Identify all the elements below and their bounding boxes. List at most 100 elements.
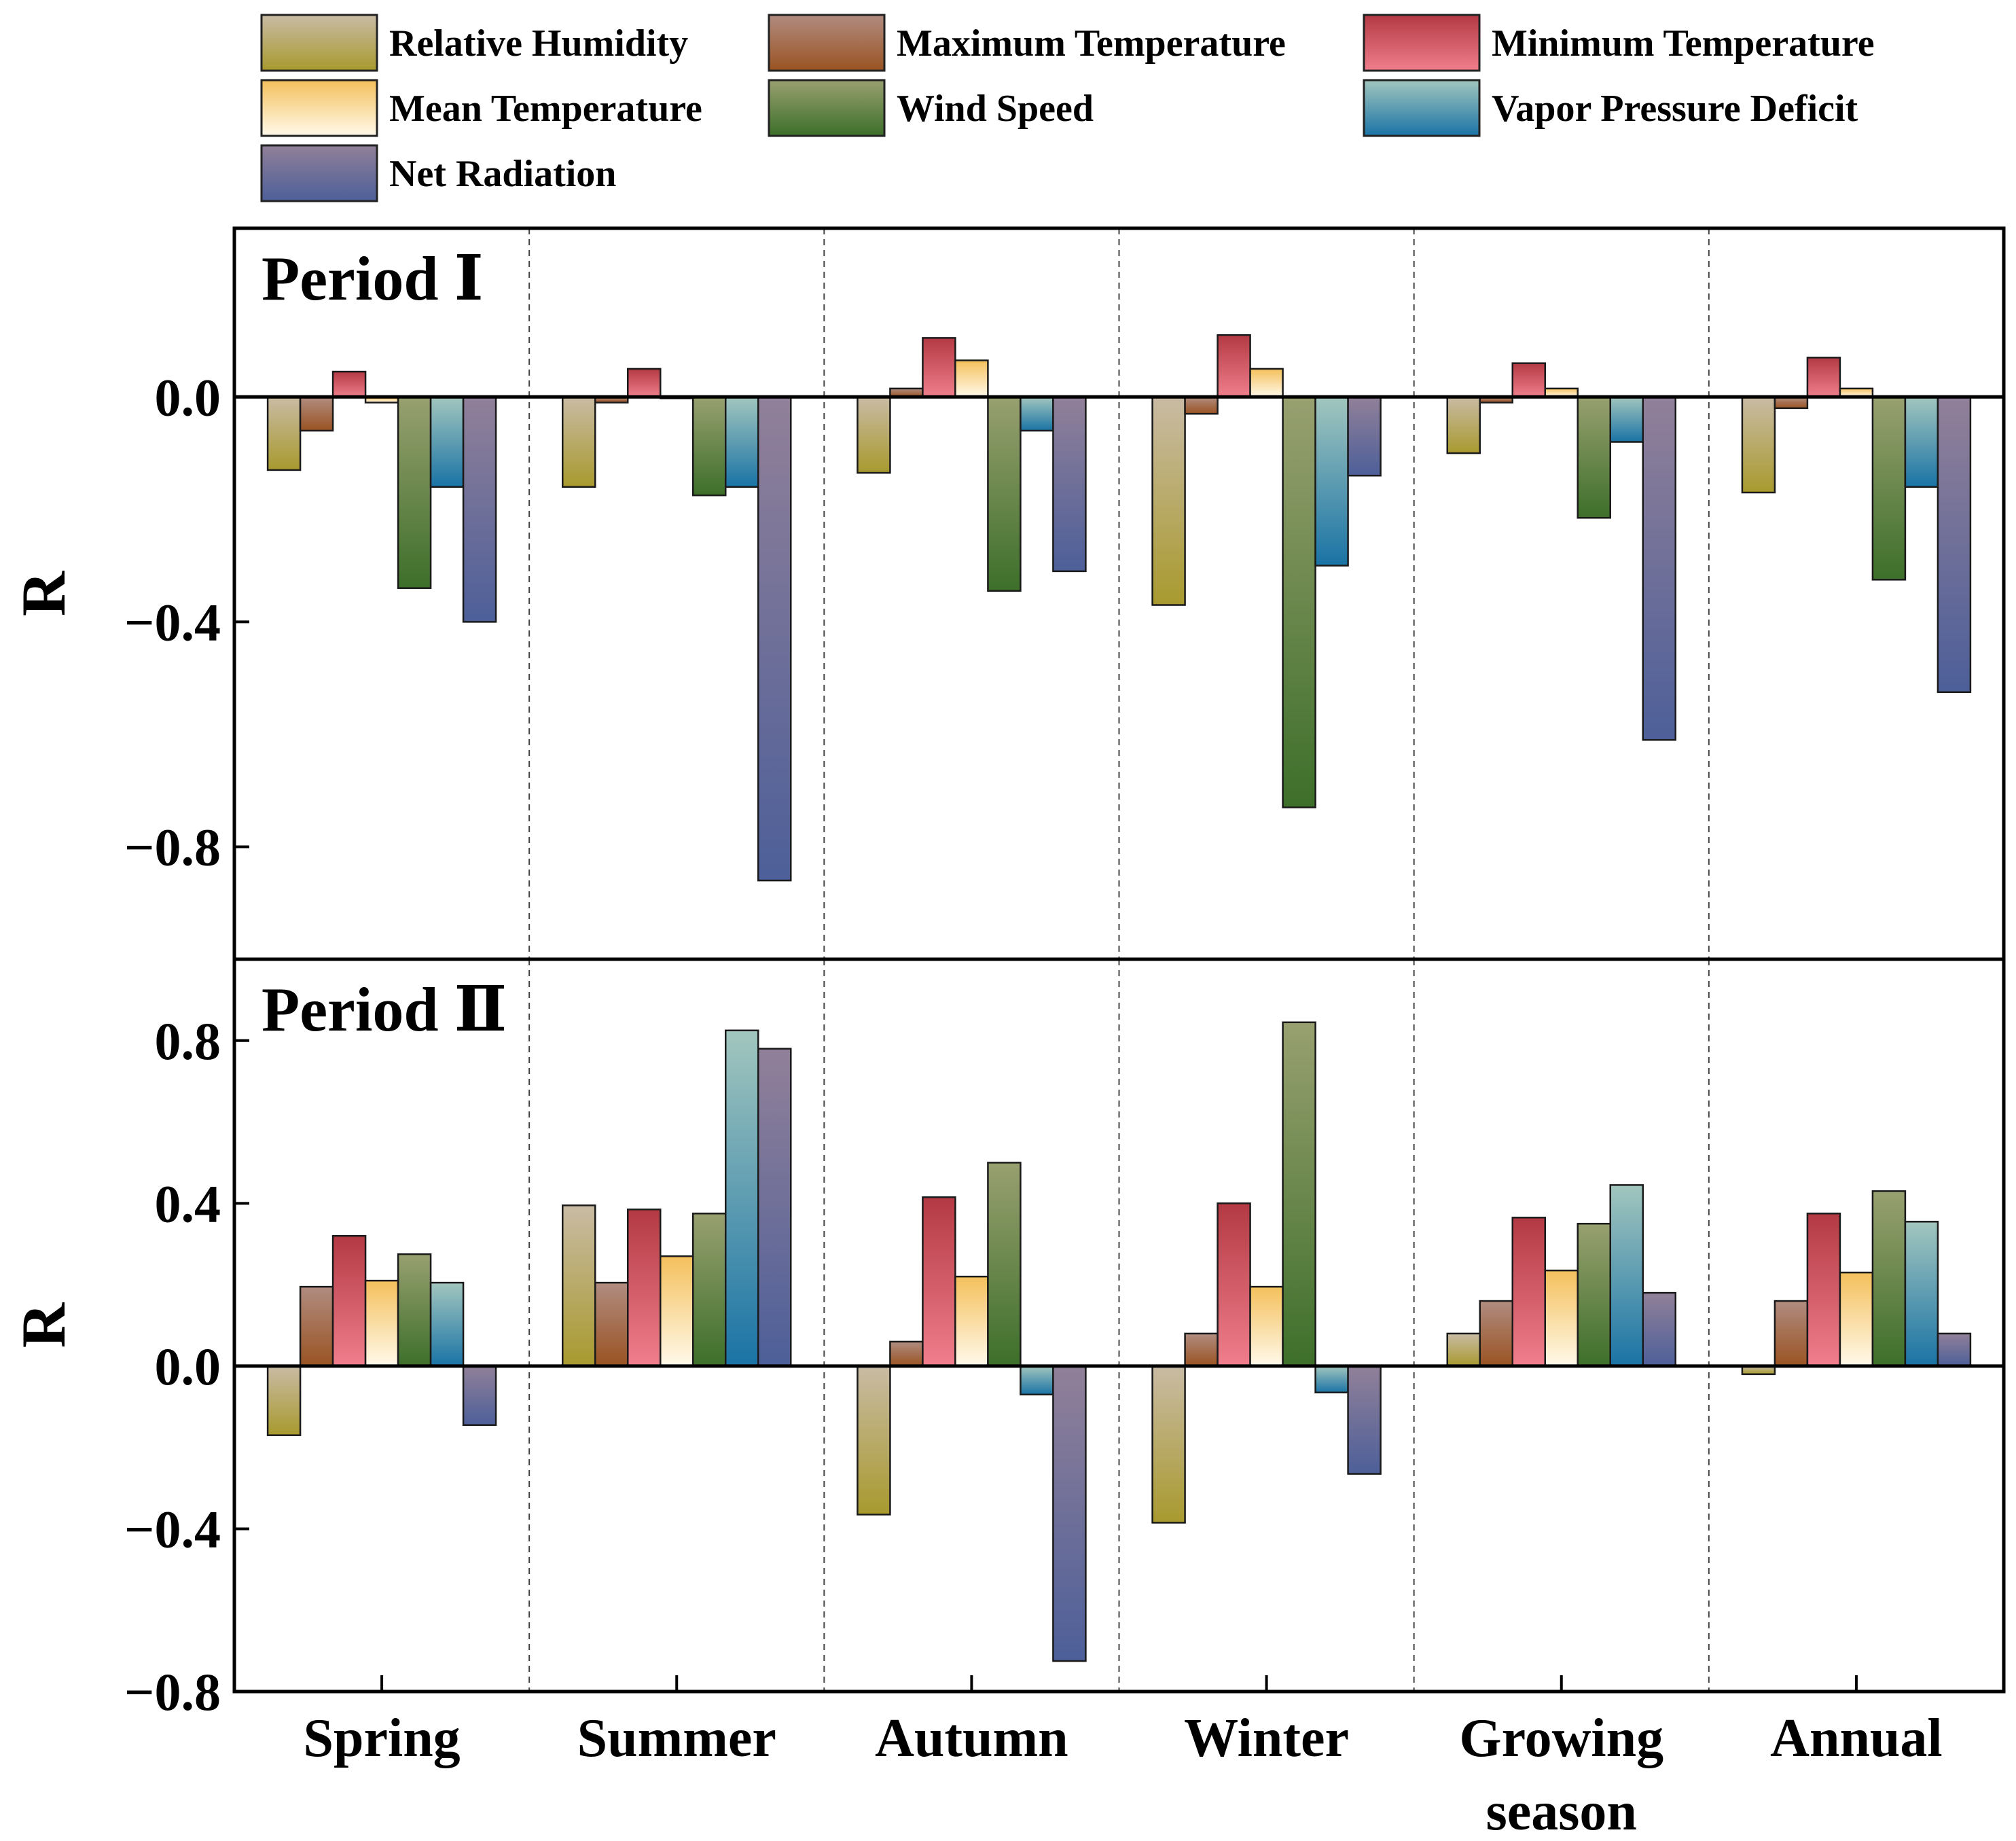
legend-swatch — [260, 14, 378, 72]
panel-1: R 0.0 −0.4 −0.8 Period Ⅰ — [9, 226, 2006, 961]
legend-item-relative-humidity: Relative Humidity — [260, 14, 688, 72]
legend-label: Vapor Pressure Deficit — [1492, 88, 1858, 130]
bar-maximum-temperature — [889, 1340, 924, 1368]
legend-swatch — [260, 79, 378, 137]
y-tick-label: 0.8 — [155, 1012, 221, 1071]
bar-relative-humidity — [1446, 1332, 1481, 1368]
bar-vapor-pressure-deficit — [725, 396, 759, 488]
y-tick-label: 0.0 — [155, 1337, 221, 1396]
bar-minimum-temperature — [922, 1196, 956, 1368]
legend-item-mean-temperature: Mean Temperature — [260, 79, 702, 137]
chart-panels: R 0.0 −0.4 −0.8 Period Ⅰ R 0.8 0.4 0.0 −0.4 −0.8 Pe… — [9, 226, 2006, 1721]
x-tick-label: Autumn — [875, 1709, 1068, 1768]
bar-relative-humidity — [857, 1365, 891, 1516]
bar-net-radiation — [1052, 396, 1087, 573]
bar-mean-temperature — [954, 1275, 989, 1368]
y-axis-label: R — [9, 1302, 78, 1348]
legend-swatch — [1363, 14, 1481, 72]
bar-mean-temperature — [1249, 368, 1284, 398]
bar-vapor-pressure-deficit — [725, 1029, 759, 1368]
panel-2: R 0.8 0.4 0.0 −0.4 −0.8 Period Ⅱ — [9, 957, 2006, 1721]
bar-minimum-temperature — [1511, 362, 1546, 398]
bar-wind-speed — [987, 1162, 1022, 1368]
bar-vapor-pressure-deficit — [1020, 1365, 1054, 1396]
bar-relative-humidity — [857, 396, 891, 474]
bar-wind-speed — [397, 396, 432, 589]
bar-mean-temperature — [1544, 1269, 1579, 1368]
legend-label: Wind Speed — [897, 88, 1094, 130]
bar-net-radiation — [757, 1048, 792, 1368]
bar-net-radiation — [757, 396, 792, 882]
bar-minimum-temperature — [1511, 1217, 1546, 1368]
legend-label: Minimum Temperature — [1492, 22, 1875, 65]
bar-vapor-pressure-deficit — [1314, 1365, 1349, 1394]
legend-item-net-radiation: Net Radiation — [260, 144, 616, 202]
bar-relative-humidity — [562, 396, 596, 488]
bar-net-radiation — [1347, 396, 1382, 477]
bar-minimum-temperature — [1217, 1202, 1251, 1368]
x-tick-label: Summer — [577, 1709, 776, 1768]
legend-label: Relative Humidity — [389, 22, 688, 65]
bar-vapor-pressure-deficit — [429, 396, 465, 488]
x-tick-label: Growing season — [1459, 1709, 1663, 1841]
panel-title: Period Ⅰ — [262, 244, 484, 313]
legend: Relative Humidity Maximum Temperature Mini… — [260, 14, 1875, 202]
bar-maximum-temperature — [1184, 1332, 1219, 1368]
bar-mean-temperature — [1249, 1285, 1284, 1368]
bar-maximum-temperature — [299, 396, 334, 432]
legend-swatch — [768, 79, 886, 137]
bar-vapor-pressure-deficit — [1020, 396, 1054, 432]
bar-mean-temperature — [954, 359, 989, 398]
bar-wind-speed — [1577, 396, 1611, 519]
x-tick-label: Annual — [1770, 1709, 1942, 1768]
bar-relative-humidity — [266, 1365, 302, 1436]
bar-vapor-pressure-deficit — [429, 1281, 465, 1368]
bar-wind-speed — [1282, 396, 1316, 808]
legend-swatch — [1363, 79, 1481, 137]
bar-maximum-temperature — [299, 1285, 334, 1368]
bar-net-radiation — [462, 1365, 497, 1426]
bar-wind-speed — [1871, 396, 1907, 581]
bar-vapor-pressure-deficit — [1609, 396, 1644, 443]
bar-minimum-temperature — [627, 1209, 662, 1368]
bar-net-radiation — [462, 396, 497, 623]
panel-frame — [232, 957, 2006, 1694]
bar-wind-speed — [987, 396, 1022, 592]
legend-label: Maximum Temperature — [897, 22, 1286, 65]
bar-minimum-temperature — [1806, 357, 1841, 398]
bar-wind-speed — [692, 1213, 727, 1368]
legend-item-vapor-pressure-deficit: Vapor Pressure Deficit — [1363, 79, 1858, 137]
bar-net-radiation — [1642, 1291, 1676, 1368]
bar-net-radiation — [1347, 1365, 1382, 1475]
legend-item-maximum-temperature: Maximum Temperature — [768, 14, 1286, 72]
bar-relative-humidity — [1741, 396, 1776, 494]
bar-minimum-temperature — [331, 1234, 367, 1368]
bar-wind-speed — [397, 1253, 432, 1368]
bar-vapor-pressure-deficit — [1904, 396, 1939, 488]
bar-relative-humidity — [266, 396, 302, 471]
legend-swatch — [768, 14, 886, 72]
y-tick-label: 0.0 — [155, 368, 221, 427]
bar-relative-humidity — [1151, 396, 1186, 606]
bar-vapor-pressure-deficit — [1904, 1221, 1939, 1368]
bar-relative-humidity — [1446, 396, 1481, 454]
bar-wind-speed — [692, 396, 727, 497]
x-tick-label: Winter — [1184, 1709, 1349, 1768]
legend-label: Net Radiation — [389, 153, 616, 195]
bar-minimum-temperature — [331, 370, 367, 398]
y-tick-label: −0.8 — [124, 1662, 221, 1721]
y-tick-label: −0.4 — [124, 592, 221, 651]
bar-mean-temperature — [364, 1279, 399, 1368]
y-tick-label: −0.4 — [124, 1499, 221, 1558]
bar-minimum-temperature — [1217, 334, 1251, 398]
y-axis-label: R — [9, 570, 78, 616]
category-axis: Spring Summer Autumn Winter Growing season Ann… — [303, 1675, 1943, 1841]
bar-mean-temperature — [660, 1255, 694, 1368]
bar-mean-temperature — [1839, 1271, 1874, 1368]
y-tick-label: −0.8 — [124, 817, 221, 876]
panel-title: Period Ⅱ — [262, 975, 507, 1044]
bar-wind-speed — [1282, 1021, 1316, 1368]
y-tick-label: 0.4 — [155, 1174, 221, 1233]
bar-maximum-temperature — [594, 1281, 629, 1368]
